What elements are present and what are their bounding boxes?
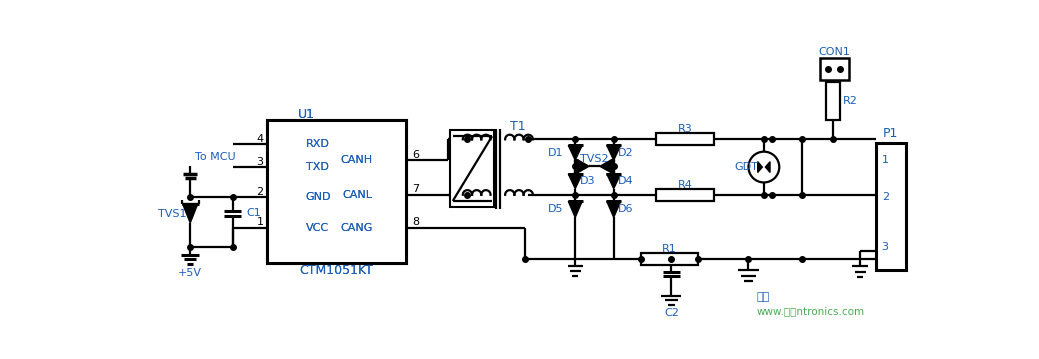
Text: CTM1051KT: CTM1051KT <box>299 264 373 277</box>
Polygon shape <box>577 159 589 173</box>
Polygon shape <box>568 145 582 160</box>
Text: CANG: CANG <box>341 223 373 233</box>
Text: CANL: CANL <box>343 190 373 200</box>
Text: CANL: CANL <box>343 190 373 200</box>
Polygon shape <box>607 174 620 189</box>
Text: C2: C2 <box>664 308 678 318</box>
Text: TVS1: TVS1 <box>158 209 187 219</box>
Text: CANH: CANH <box>341 155 373 165</box>
Text: TVS2: TVS2 <box>580 154 609 164</box>
Text: TXD: TXD <box>305 162 328 172</box>
Text: R1: R1 <box>662 244 677 254</box>
Text: CANH: CANH <box>341 155 373 165</box>
Text: 1: 1 <box>882 155 888 165</box>
Text: C1: C1 <box>246 208 261 218</box>
Text: D5: D5 <box>549 204 564 214</box>
Text: U1: U1 <box>298 108 315 121</box>
Text: RXD: RXD <box>305 139 329 149</box>
Bar <box>451 130 495 207</box>
Text: D1: D1 <box>549 148 564 158</box>
Text: 1: 1 <box>257 218 263 228</box>
Text: 大地: 大地 <box>756 292 770 302</box>
Polygon shape <box>600 159 612 173</box>
Text: VCC: VCC <box>305 223 329 233</box>
Text: RXD: RXD <box>305 139 329 149</box>
Text: U1: U1 <box>298 108 315 121</box>
Text: D6: D6 <box>618 204 634 214</box>
Text: CON1: CON1 <box>819 47 851 57</box>
Polygon shape <box>607 145 620 160</box>
Text: VCC: VCC <box>305 223 329 233</box>
Bar <box>656 188 714 201</box>
Text: To MCU: To MCU <box>194 152 235 162</box>
Text: R3: R3 <box>677 124 692 134</box>
Polygon shape <box>568 201 582 218</box>
Bar <box>820 59 849 80</box>
Text: 2: 2 <box>882 192 888 202</box>
Text: GDT: GDT <box>735 162 758 172</box>
Polygon shape <box>757 162 763 172</box>
Text: T1: T1 <box>510 120 526 133</box>
Text: GND: GND <box>305 192 331 202</box>
Bar <box>876 143 906 270</box>
Bar <box>267 120 406 262</box>
Text: P1: P1 <box>883 127 899 140</box>
Polygon shape <box>568 174 582 189</box>
Text: CANG: CANG <box>341 223 373 233</box>
Text: 4: 4 <box>257 134 263 144</box>
Text: GND: GND <box>305 192 331 202</box>
Text: D2: D2 <box>618 148 634 158</box>
Text: 3: 3 <box>257 157 263 167</box>
Bar <box>267 120 406 262</box>
Text: 8: 8 <box>412 218 419 228</box>
Text: R4: R4 <box>677 180 692 190</box>
Text: CTM1051KT: CTM1051KT <box>299 264 373 277</box>
Text: 2: 2 <box>257 187 263 197</box>
Text: TXD: TXD <box>305 162 328 172</box>
Text: +5V: +5V <box>179 267 203 278</box>
Text: www.大地ntronics.com: www.大地ntronics.com <box>756 306 864 316</box>
Polygon shape <box>607 201 620 218</box>
Circle shape <box>748 151 779 182</box>
Text: D3: D3 <box>580 176 595 186</box>
Text: 7: 7 <box>412 185 419 194</box>
Bar <box>826 81 841 120</box>
Bar <box>641 252 698 265</box>
Polygon shape <box>183 204 197 223</box>
Text: 3: 3 <box>882 242 888 252</box>
Text: 6: 6 <box>412 150 419 160</box>
Polygon shape <box>766 162 770 172</box>
Text: R2: R2 <box>844 96 858 106</box>
Text: D4: D4 <box>618 176 634 186</box>
Bar <box>656 133 714 145</box>
